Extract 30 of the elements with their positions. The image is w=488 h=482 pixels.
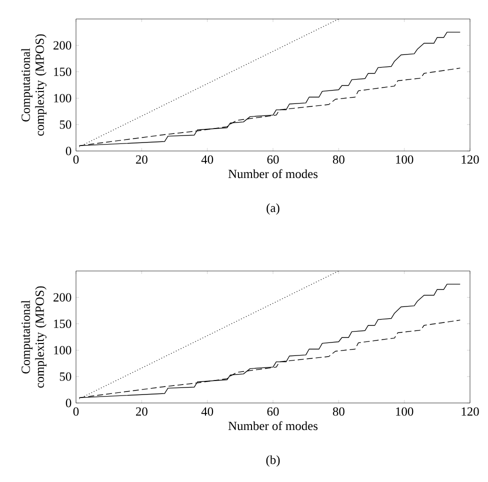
x-tick-label: 80 <box>332 155 344 164</box>
y-tick-label: 0 <box>66 146 72 156</box>
x-tick-label: 0 <box>73 407 79 416</box>
x-tick-label: 60 <box>267 155 279 164</box>
x-tick-label: 20 <box>136 407 148 416</box>
x-tick-label: 100 <box>396 155 414 164</box>
y-tick-label: 0 <box>66 398 72 408</box>
text: (a) <box>266 203 280 215</box>
y-axis-title: Computational complexity (MPOS) <box>21 286 46 388</box>
x-axis-title: Number of modes <box>228 169 318 178</box>
y-axis-title: Computational complexity (MPOS) <box>21 34 46 136</box>
x-tick-label: 40 <box>201 407 214 416</box>
x-tick-label: 60 <box>267 407 279 416</box>
x-tick-label: 40 <box>201 155 214 164</box>
y-tick-label: 100 <box>54 94 72 102</box>
y-tick-label: 150 <box>54 320 72 328</box>
y-tick-label: 100 <box>54 346 72 354</box>
x-axis-title: Number of modes <box>228 421 318 430</box>
x-tick-label: 80 <box>332 407 344 416</box>
x-tick-label: 120 <box>462 155 479 164</box>
x-tick-label: 0 <box>73 155 79 164</box>
text: (b) <box>266 455 280 467</box>
y-tick-label: 50 <box>60 120 72 129</box>
y-tick-label: 50 <box>60 372 72 381</box>
x-tick-label: 100 <box>396 407 414 416</box>
x-tick-label: 120 <box>462 407 479 416</box>
y-tick-label: 200 <box>54 293 72 302</box>
y-tick-label: 150 <box>54 68 72 76</box>
x-tick-label: 20 <box>136 155 148 164</box>
y-tick-label: 200 <box>54 41 72 50</box>
